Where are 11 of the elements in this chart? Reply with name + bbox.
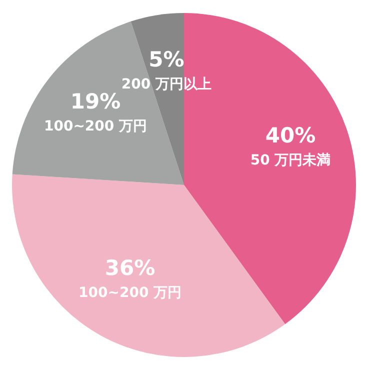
slice-label: 100~200 万円: [78, 285, 182, 302]
slice-label: 50 万円未満: [250, 152, 331, 168]
data-label: 40%: [265, 123, 316, 148]
data-label: 19%: [70, 89, 121, 114]
slice-label: 200 万円以上: [121, 76, 212, 92]
data-label: 36%: [104, 256, 156, 280]
slice-label: 100~200 万円: [44, 118, 148, 134]
pie-slice: [12, 21, 184, 185]
pie-slice: [12, 174, 286, 357]
data-label: 5%: [148, 47, 184, 72]
pie-slice: [184, 13, 356, 324]
